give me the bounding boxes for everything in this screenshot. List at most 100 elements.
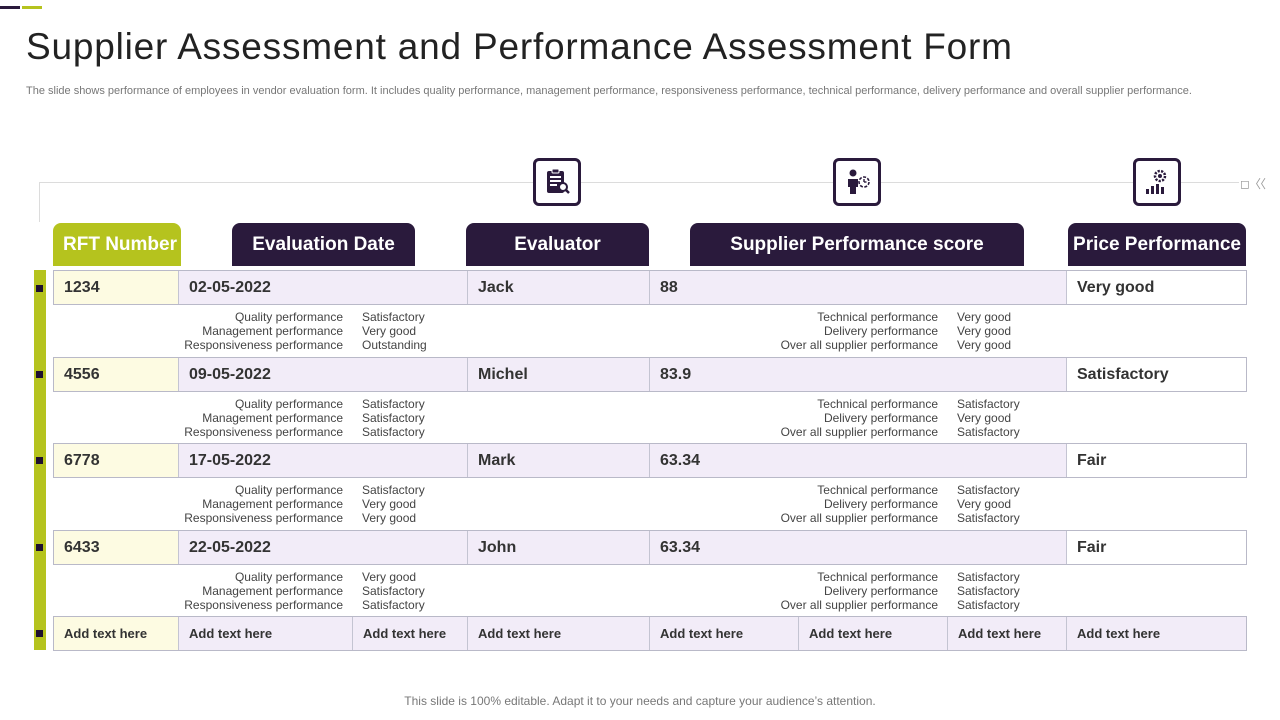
row-marker [36,371,43,378]
detail-value: Very good [362,497,417,511]
detail-value: Satisfactory [957,511,1020,525]
add-text-cell[interactable]: Add text here [468,617,650,650]
detail-value: Satisfactory [362,411,425,425]
date-cell: 22-05-2022 [179,531,468,564]
detail-values-left: Satisfactory Very good Outstanding [362,310,427,352]
detail-value: Satisfactory [362,310,425,324]
detail-value: Satisfactory [362,598,425,612]
date-cell: 09-05-2022 [179,358,468,391]
footer-note: This slide is 100% editable. Adapt it to… [404,694,876,708]
score-cell: 83.9 [650,358,1067,391]
row-marker [36,457,43,464]
add-text-cell[interactable]: Add text here [650,617,799,650]
detail-label: Quality performance [234,483,343,497]
accent-bar-dark [0,6,20,9]
detail-value: Very good [957,411,1012,425]
price-cell: Satisfactory [1067,358,1246,391]
table-row: 4556 09-05-2022 Michel 83.9 Satisfactory [53,357,1247,392]
score-cell: 63.34 [650,531,1067,564]
header-evaluation-date: Evaluation Date [232,223,415,266]
page-title: Supplier Assessment and Performance Asse… [26,26,1013,67]
detail-label: Over all supplier performance [780,598,938,612]
detail-value: Satisfactory [957,483,1020,497]
add-text-cell[interactable]: Add text here [179,617,353,650]
detail-value: Very good [957,497,1012,511]
detail-value: Very good [957,324,1012,338]
row-marker [36,544,43,551]
person-clock-icon [833,158,881,206]
add-text-row: Add text here Add text here Add text her… [53,616,1247,651]
table-row: 1234 02-05-2022 Jack 88 Very good [53,270,1247,305]
detail-labels-left: Quality performance Management performan… [130,483,343,525]
detail-value: Satisfactory [957,425,1020,439]
detail-value: Satisfactory [362,584,425,598]
detail-values-right: Satisfactory Very good Satisfactory [957,397,1020,439]
detail-label: Responsiveness performance [184,511,343,525]
detail-label: Management performance [202,324,343,338]
detail-values-left: Satisfactory Very good Very good [362,483,425,525]
header-evaluator: Evaluator [466,223,649,266]
detail-label: Delivery performance [823,411,938,425]
detail-value: Very good [362,570,417,584]
page-subtitle: The slide shows performance of employees… [26,85,1192,97]
detail-labels-right: Technical performance Delivery performan… [700,570,938,612]
detail-labels-right: Technical performance Delivery performan… [700,483,938,525]
detail-label: Quality performance [234,397,343,411]
corner-mark: ◻〈〈 [1240,177,1266,191]
detail-value: Outstanding [362,338,427,352]
detail-label: Management performance [202,584,343,598]
detail-value: Satisfactory [957,584,1020,598]
add-text-cell[interactable]: Add text here [1067,617,1246,650]
detail-label: Technical performance [817,570,938,584]
detail-values-right: Very good Very good Very good [957,310,1011,352]
date-cell: 17-05-2022 [179,444,468,477]
detail-labels-right: Technical performance Delivery performan… [700,310,938,352]
table-row: 6433 22-05-2022 John 63.34 Fair [53,530,1247,565]
frame-line-top [39,182,1239,183]
frame-line-left [39,182,40,222]
evaluator-cell: Michel [468,358,650,391]
evaluator-cell: Mark [468,444,650,477]
accent-bar-lime [22,6,42,9]
rft-cell: 6778 [54,444,179,477]
detail-label: Technical performance [817,310,938,324]
detail-value: Very good [362,324,417,338]
detail-label: Technical performance [817,483,938,497]
score-cell: 88 [650,271,1067,304]
row-marker [36,285,43,292]
detail-label: Over all supplier performance [780,338,938,352]
rft-cell: 1234 [54,271,179,304]
detail-value: Satisfactory [362,483,425,497]
detail-label: Over all supplier performance [780,511,938,525]
detail-labels-right: Technical performance Delivery performan… [700,397,938,439]
add-text-cell[interactable]: Add text here [54,617,179,650]
detail-label: Delivery performance [823,497,938,511]
score-cell: 63.34 [650,444,1067,477]
detail-label: Quality performance [234,310,343,324]
header-rft-number: RFT Number [53,223,181,266]
detail-value: Satisfactory [957,598,1020,612]
detail-value: Satisfactory [362,425,425,439]
detail-label: Responsiveness performance [184,338,343,352]
detail-label: Delivery performance [823,324,938,338]
header-price-performance: Price Performance [1068,223,1246,266]
rft-cell: 4556 [54,358,179,391]
detail-label: Delivery performance [823,584,938,598]
add-text-cell[interactable]: Add text here [948,617,1067,650]
add-text-cell[interactable]: Add text here [799,617,948,650]
detail-value: Very good [957,338,1012,352]
price-cell: Fair [1067,531,1246,564]
detail-label: Management performance [202,411,343,425]
detail-value: Very good [362,511,417,525]
detail-labels-left: Quality performance Management performan… [130,310,343,352]
date-cell: 02-05-2022 [179,271,468,304]
header-supplier-score: Supplier Performance score [690,223,1024,266]
table-row: 6778 17-05-2022 Mark 63.34 Fair [53,443,1247,478]
add-text-cell[interactable]: Add text here [353,617,468,650]
clipboard-report-icon [533,158,581,206]
detail-value: Very good [957,310,1012,324]
row-marker [36,630,43,637]
detail-value: Satisfactory [957,570,1020,584]
detail-values-left: Very good Satisfactory Satisfactory [362,570,425,612]
evaluator-cell: Jack [468,271,650,304]
